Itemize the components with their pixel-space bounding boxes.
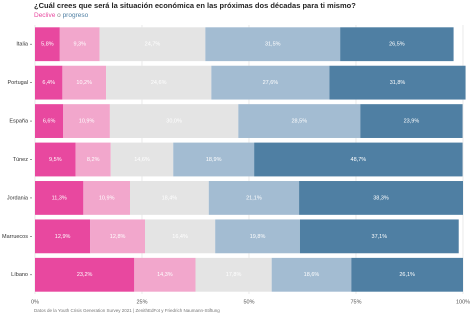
bar-segment: [99, 27, 206, 62]
y-tick-label: Líbano: [11, 272, 28, 278]
value-label: 16,4%: [172, 234, 188, 240]
bar-segment: [254, 142, 463, 177]
bar-segment: [351, 257, 463, 292]
chart-subtitle: Declive o progreso: [34, 12, 89, 19]
bar-segment: [299, 219, 459, 254]
value-label: 17,8%: [226, 272, 242, 278]
bar-segment: [195, 257, 272, 292]
bar-segment: [35, 257, 135, 292]
bar-segment: [35, 142, 76, 177]
bar-segment: [83, 181, 131, 215]
bar-segment: [109, 104, 239, 138]
value-label: 31,8%: [390, 80, 406, 86]
y-tick-label: Italia: [16, 42, 29, 48]
bar-segment: [35, 27, 60, 62]
x-tick-label: 50%: [243, 299, 254, 305]
value-label: 18,6%: [304, 272, 320, 278]
bar-segment: [35, 104, 64, 138]
source-note: Datos de la Youth Crisis Generation Surv…: [34, 308, 220, 313]
value-label: 23,9%: [404, 119, 420, 125]
value-label: 23,2%: [77, 272, 93, 278]
value-label: 31,5%: [265, 42, 281, 48]
value-label: 30,0%: [166, 119, 182, 125]
value-label: 38,3%: [373, 195, 389, 201]
value-label: 26,5%: [389, 42, 405, 48]
value-label: 24,6%: [151, 80, 167, 86]
bar-segment: [75, 142, 111, 177]
bar-segment: [90, 219, 145, 254]
bar-segment: [329, 65, 466, 100]
value-label: 6,4%: [42, 80, 55, 86]
value-label: 18,4%: [162, 195, 178, 201]
value-label: 10,2%: [76, 80, 92, 86]
value-label: 37,1%: [372, 234, 388, 240]
bar-segment: [360, 104, 463, 138]
bar-segment: [35, 219, 91, 254]
bar-segment: [271, 257, 352, 292]
value-label: 24,7%: [145, 42, 161, 48]
x-tick-label: 25%: [136, 299, 147, 305]
value-label: 9,5%: [49, 157, 62, 163]
bar-segment: [63, 104, 110, 138]
value-label: 12,9%: [55, 234, 71, 240]
value-label: 11,3%: [52, 195, 67, 201]
bar-segment: [35, 181, 84, 215]
bar-segment: [299, 181, 463, 215]
subtitle-part: progreso: [63, 12, 89, 19]
bar-segment: [144, 219, 216, 254]
bar-segment: [106, 65, 212, 100]
bar-segment: [35, 65, 63, 100]
value-label: 28,5%: [291, 119, 307, 125]
value-label: 14,6%: [134, 157, 150, 163]
value-label: 6,6%: [43, 119, 56, 125]
bar-segment: [238, 104, 361, 138]
y-tick-label: Marruecos: [2, 234, 28, 240]
chart-title: ¿Cuál crees que será la situación económ…: [34, 1, 356, 10]
y-tick-label: Túnez: [13, 157, 29, 163]
value-label: 26,1%: [399, 272, 415, 278]
value-label: 12,8%: [110, 234, 126, 240]
x-tick-label: 0%: [31, 299, 39, 305]
bar-segment: [59, 27, 100, 62]
value-label: 10,9%: [99, 195, 115, 201]
x-tick-label: 75%: [350, 299, 361, 305]
bar-segment: [134, 257, 196, 292]
y-tick-label: Jordania: [7, 195, 29, 201]
y-tick-label: España: [9, 119, 29, 125]
value-label: 14,3%: [157, 272, 173, 278]
value-label: 48,7%: [351, 157, 367, 163]
bar-segment: [130, 181, 209, 215]
value-label: 5,8%: [41, 42, 54, 48]
bar-segment: [62, 65, 107, 100]
x-tick-label: 100%: [456, 299, 470, 305]
value-label: 27,6%: [263, 80, 279, 86]
bar-segment: [208, 181, 300, 215]
subtitle-part: o: [57, 12, 61, 19]
y-tick-label: Portugal: [8, 80, 29, 86]
bar-segment: [215, 219, 300, 254]
value-label: 8,2%: [87, 157, 100, 163]
bar-segment: [211, 65, 330, 100]
value-label: 9,3%: [73, 42, 86, 48]
value-label: 21,1%: [246, 195, 262, 201]
value-label: 10,9%: [79, 119, 95, 125]
value-label: 18,9%: [206, 157, 222, 163]
bar-segment: [110, 142, 174, 177]
bar-segment: [173, 142, 255, 177]
subtitle-part: Declive: [34, 12, 56, 19]
value-label: 19,8%: [250, 234, 266, 240]
bar-segment: [340, 27, 454, 62]
bar-segment: [205, 27, 341, 62]
